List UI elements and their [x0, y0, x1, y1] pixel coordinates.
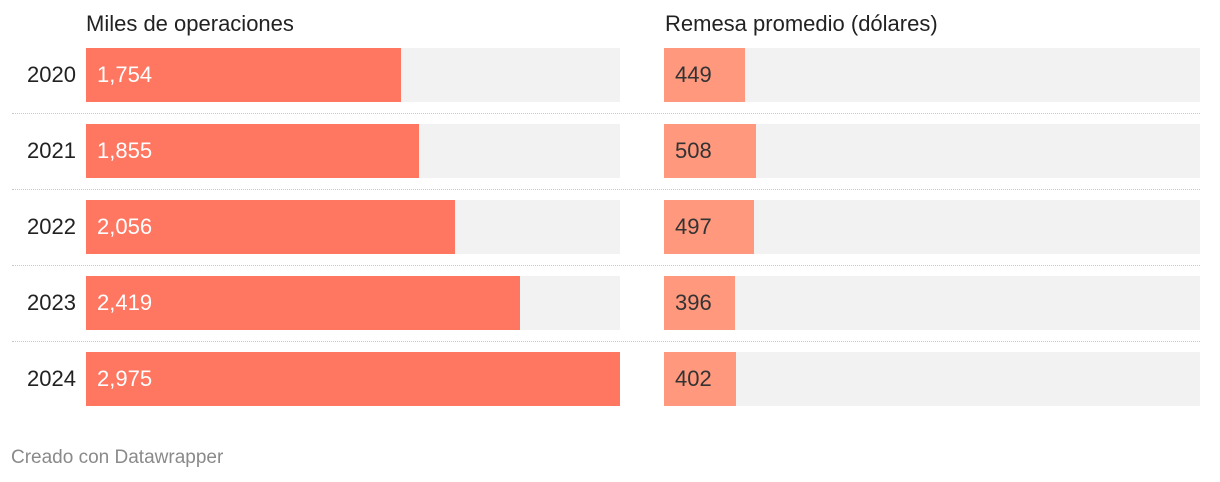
row-separator: [12, 113, 1200, 114]
operations-track-2022: 2,056: [86, 200, 620, 254]
operations-value-label-2023: 2,419: [97, 290, 153, 315]
remittance-track-2024: 402: [664, 352, 1200, 406]
remittance-track-2020: 449: [664, 48, 1200, 102]
operations-track-2023: 2,419: [86, 276, 620, 330]
operations-bar-2022: [86, 200, 455, 254]
split-bar-chart: 2020 1,754 449 2021 1,855 508 2022 2,056 497 2023…: [12, 48, 1200, 406]
remittance-bar-2021: [664, 124, 756, 178]
row-label-2020: 2020: [27, 62, 76, 87]
remittance-value-label-2024: 402: [675, 366, 712, 391]
row-label-2023: 2023: [27, 290, 76, 315]
operations-value-label-2022: 2,056: [97, 214, 153, 239]
operations-bar-2023: [86, 276, 520, 330]
operations-bar-2024: [86, 352, 620, 406]
row-separator: [12, 265, 1200, 266]
remittance-value-label-2021: 508: [675, 138, 712, 163]
operations-track-2024: 2,975: [86, 352, 620, 406]
row-label-2021: 2021: [27, 138, 76, 163]
operations-value-label-2020: 1,754: [97, 62, 153, 87]
operations-track-2021: 1,855: [86, 124, 620, 178]
chart-title-average-remittance: Remesa promedio (dólares): [665, 11, 938, 36]
remittance-track-2022: 497: [664, 200, 1200, 254]
datawrapper-credit[interactable]: Creado con Datawrapper: [11, 447, 224, 468]
remittance-bar-2020: [664, 48, 745, 102]
chart-title-operations: Miles de operaciones: [86, 11, 294, 36]
remittance-track-2023: 396: [664, 276, 1200, 330]
remittance-track-2021: 508: [664, 124, 1200, 178]
remittance-value-label-2020: 449: [675, 62, 712, 87]
row-separator: [12, 189, 1200, 190]
operations-value-label-2021: 1,855: [97, 138, 153, 163]
row-label-2024: 2024: [27, 366, 76, 391]
operations-bar-2021: [86, 124, 419, 178]
operations-value-label-2024: 2,975: [97, 366, 153, 391]
operations-bar-2020: [86, 48, 401, 102]
row-label-2022: 2022: [27, 214, 76, 239]
remittance-value-label-2022: 497: [675, 214, 712, 239]
remittance-value-label-2023: 396: [675, 290, 712, 315]
remittance-bar-2023: [664, 276, 735, 330]
row-separator: [12, 341, 1200, 342]
remittance-bar-2022: [664, 200, 754, 254]
remittance-bar-2024: [664, 352, 736, 406]
operations-track-2020: 1,754: [86, 48, 620, 102]
